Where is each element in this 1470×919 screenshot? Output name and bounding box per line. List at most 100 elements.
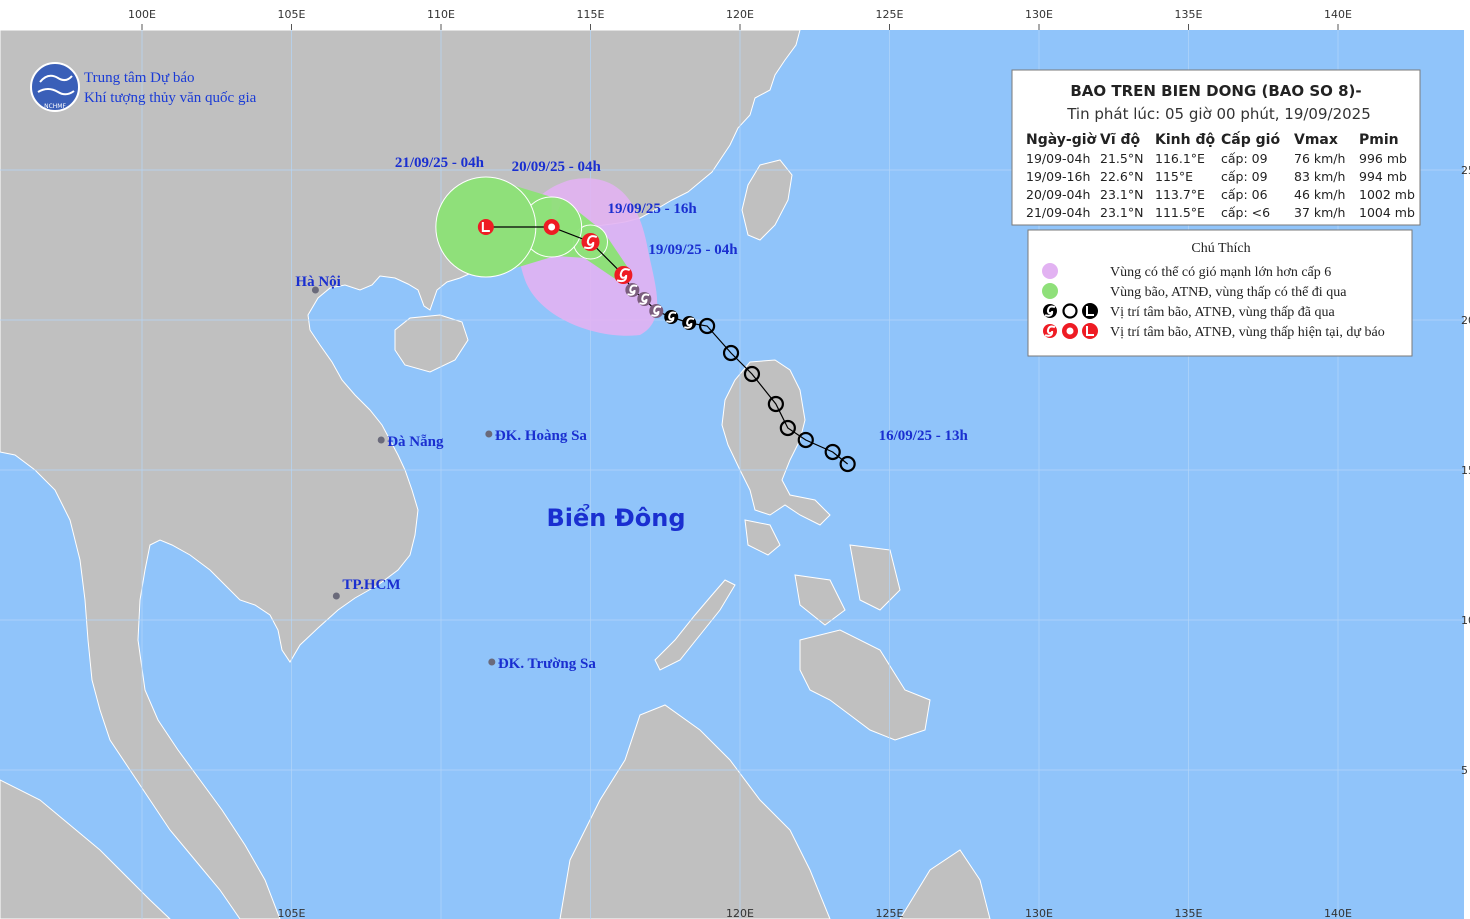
storm-marker	[649, 304, 664, 318]
place-label: ĐK. Hoàng Sa	[495, 428, 588, 444]
time-label: 19/09/25 - 16h	[608, 201, 698, 217]
table-cell: 115°E	[1155, 169, 1193, 184]
table-header: Kinh độ	[1155, 132, 1215, 148]
lon-label: 105E	[278, 907, 306, 919]
org-name: Trung tâm Dự báo	[84, 70, 195, 86]
lon-label: 120E	[726, 8, 754, 21]
table-cell: 116.1°E	[1155, 151, 1205, 166]
table-cell: 21.5°N	[1100, 151, 1143, 166]
place-label: ĐK. Trường Sa	[498, 656, 597, 672]
land	[0, 29, 991, 919]
borneo	[559, 704, 831, 919]
storm-marker	[581, 233, 600, 251]
center-marker	[722, 344, 740, 362]
lon-label: 130E	[1025, 8, 1053, 21]
org-name: Khí tượng thủy văn quốc gia	[84, 90, 257, 106]
legend-swatch	[1062, 303, 1078, 319]
storm-swirl	[583, 235, 598, 250]
legend-label: Vị trí tâm bão, ATNĐ, vùng thấp hiện tại…	[1110, 325, 1385, 340]
time-label: 21/09/25 - 04h	[395, 155, 485, 171]
places: Hà Nội Đà Nẵng ĐK. Hoàng Sa TP.HCM ĐK. Trườn…	[295, 274, 596, 672]
table-cell: 83 km/h	[1294, 169, 1345, 184]
center-marker	[699, 317, 716, 335]
legend-swatch	[1082, 323, 1098, 339]
table-cell: 23.1°N	[1100, 205, 1143, 220]
table-cell: cấp: 09	[1221, 169, 1268, 184]
storm-disc	[614, 266, 633, 284]
legend-swatch	[1062, 323, 1078, 339]
place-label: Đà Nẵng	[387, 434, 444, 450]
table-cell: cấp: 09	[1221, 151, 1268, 166]
storm-swirl	[639, 293, 650, 305]
lon-label: 100E	[128, 8, 156, 21]
legend-swatch	[1042, 263, 1058, 279]
storm-swirl	[651, 305, 662, 317]
table-cell: cấp: 06	[1221, 187, 1268, 202]
palawan	[654, 579, 736, 671]
table-cell: 23.1°N	[1100, 187, 1143, 202]
table-cell: 46 km/h	[1294, 187, 1345, 202]
table-cell: 994 mb	[1359, 169, 1407, 184]
lon-label: 130E	[1025, 907, 1053, 919]
storm-marker	[682, 316, 697, 330]
place-dot	[377, 436, 385, 444]
legend-glyph	[1086, 306, 1094, 316]
legend-disc	[1082, 303, 1098, 319]
legend-label: Vùng có thể có gió mạnh lớn hơn cấp 6	[1110, 265, 1331, 280]
sumatra	[0, 779, 171, 919]
place-label: TP.HCM	[342, 577, 400, 593]
legend-swatch	[1082, 303, 1098, 319]
legend: Chú Thích Vùng có thể có gió mạnh lớn hơ…	[1027, 229, 1413, 357]
table-cell: 19/09-04h	[1026, 151, 1090, 166]
lon-label: 135E	[1175, 8, 1203, 21]
table-cell: 22.6°N	[1100, 169, 1143, 184]
storm-marker	[664, 310, 679, 324]
table-cell: 20/09-04h	[1026, 187, 1090, 202]
info-subtitle: Tin phát lúc: 05 giờ 00 phút, 19/09/2025	[1066, 105, 1371, 123]
low-marker	[477, 219, 494, 235]
center-marker	[743, 365, 761, 383]
place-label: Hà Nội	[295, 274, 340, 290]
table-cell: 19/09-16h	[1026, 169, 1090, 184]
storm-swirl	[1044, 305, 1056, 317]
table-cell: 996 mb	[1359, 151, 1407, 166]
table-header: Ngày-giờ	[1026, 132, 1097, 148]
legend-glyph	[1086, 326, 1094, 336]
table-cell: 1002 mb	[1359, 187, 1415, 202]
place-dot	[332, 592, 340, 600]
storm-swirl	[1044, 325, 1056, 337]
graticule: 100E 105E 110E 115E 120E 125E 130E 135E 140E 105E…	[0, 8, 1470, 919]
center-marker	[779, 419, 796, 437]
info-title: BAO TREN BIEN DONG (BAO SO 8)-	[1070, 82, 1361, 100]
lat-label: 20	[1461, 314, 1470, 327]
lat-label: 25	[1461, 164, 1470, 177]
table-header: Pmin	[1359, 132, 1399, 148]
center-hole	[548, 223, 556, 231]
lon-label: 110E	[427, 8, 455, 21]
table-cell: 37 km/h	[1294, 205, 1345, 220]
storm-marker	[637, 292, 652, 306]
table-header: Vmax	[1294, 132, 1338, 148]
logo-disc	[30, 62, 80, 112]
center-marker	[839, 455, 856, 473]
sea-label: Biển Đông	[546, 502, 685, 532]
storm-marker	[1043, 324, 1057, 338]
center-marker	[767, 395, 784, 413]
low-glyph	[481, 222, 490, 232]
legend-swatch	[1042, 283, 1058, 299]
table-cell: 111.5°E	[1155, 205, 1205, 220]
center-marker	[824, 443, 841, 461]
table-cell: cấp: <6	[1221, 205, 1270, 220]
storm-marker	[1043, 304, 1057, 318]
place-dot	[488, 658, 496, 666]
table-header: Cấp gió	[1221, 131, 1280, 148]
info-box-frame	[1011, 69, 1421, 226]
mindoro	[744, 519, 781, 556]
storm-swirl	[616, 268, 631, 283]
lon-label: 140E	[1324, 907, 1352, 919]
lon-label: 120E	[726, 907, 754, 919]
visayas	[794, 574, 846, 626]
storm-marker	[614, 266, 633, 284]
table-cell: 21/09-04h	[1026, 205, 1090, 220]
